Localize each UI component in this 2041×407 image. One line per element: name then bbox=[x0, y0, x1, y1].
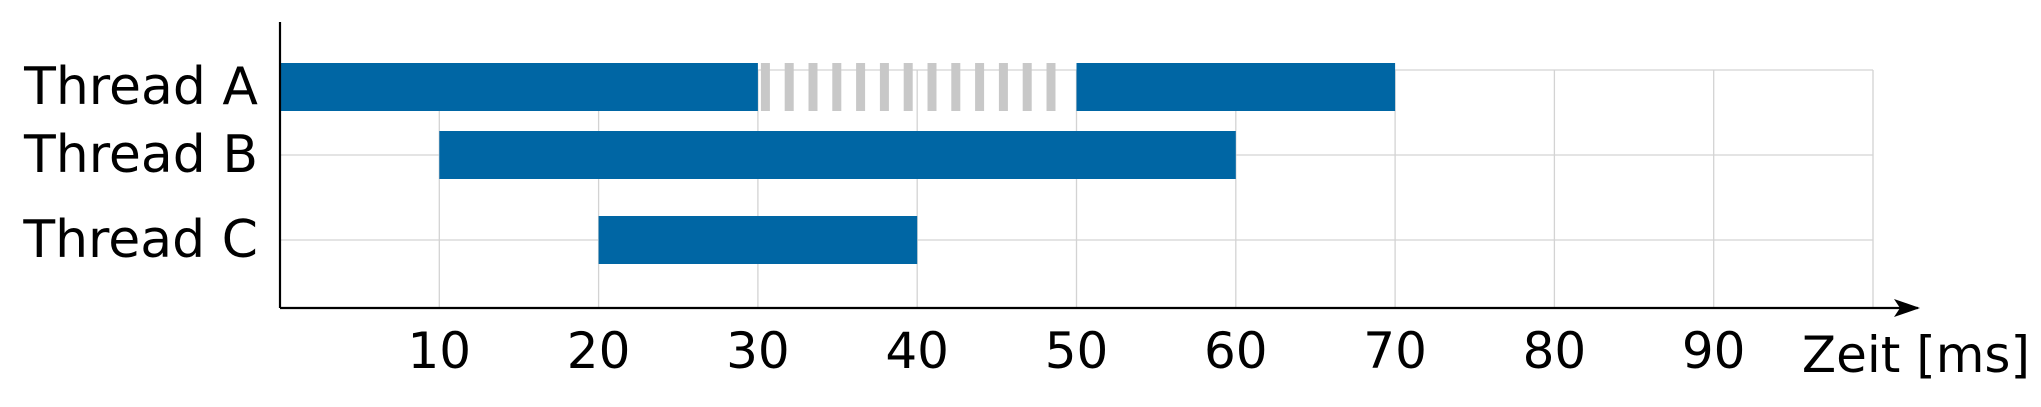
x-tick-label: 20 bbox=[567, 322, 631, 380]
thread-bar-running bbox=[1076, 63, 1396, 111]
thread-bar-waiting-segment bbox=[879, 63, 889, 111]
thread-bar-waiting-segment bbox=[856, 63, 866, 111]
thread-bar-waiting-segment bbox=[951, 63, 961, 111]
thread-bar-running bbox=[439, 131, 1236, 179]
thread-bar-waiting-segment bbox=[975, 63, 985, 111]
thread-label: Thread C bbox=[22, 210, 258, 270]
thread-bar-waiting-segment bbox=[832, 63, 842, 111]
thread-bar-waiting-segment bbox=[784, 63, 794, 111]
thread-bar-waiting-segment bbox=[927, 63, 937, 111]
thread-bar-waiting-segment bbox=[903, 63, 913, 111]
x-tick-label: 50 bbox=[1045, 322, 1109, 380]
x-tick-label: 80 bbox=[1523, 322, 1587, 380]
thread-labels: Thread A Thread B Thread C bbox=[22, 57, 258, 270]
x-tick-label: 70 bbox=[1363, 322, 1427, 380]
thread-bar-waiting-segment bbox=[1046, 63, 1056, 111]
x-tick-label: 90 bbox=[1682, 322, 1746, 380]
thread-bar-waiting-segment bbox=[760, 63, 770, 111]
thread-label: Thread B bbox=[23, 125, 258, 185]
thread-bar-waiting-segment bbox=[1022, 63, 1032, 111]
x-axis-arrow bbox=[1894, 299, 1920, 317]
x-tick-label: 30 bbox=[726, 322, 790, 380]
x-axis-label: Zeit [ms] bbox=[1802, 326, 2030, 384]
x-tick-label: 10 bbox=[407, 322, 471, 380]
thread-bars bbox=[280, 63, 1396, 264]
x-tick-labels: 10 20 30 40 50 60 70 80 90 bbox=[407, 322, 1745, 380]
thread-bar-running bbox=[598, 216, 918, 264]
thread-bar-waiting-segment bbox=[998, 63, 1008, 111]
thread-bar-running bbox=[280, 63, 758, 111]
x-tick-label: 60 bbox=[1204, 322, 1268, 380]
thread-label: Thread A bbox=[23, 57, 258, 117]
x-tick-label: 40 bbox=[885, 322, 949, 380]
thread-bar-waiting-segment bbox=[808, 63, 818, 111]
axes bbox=[278, 22, 1920, 317]
